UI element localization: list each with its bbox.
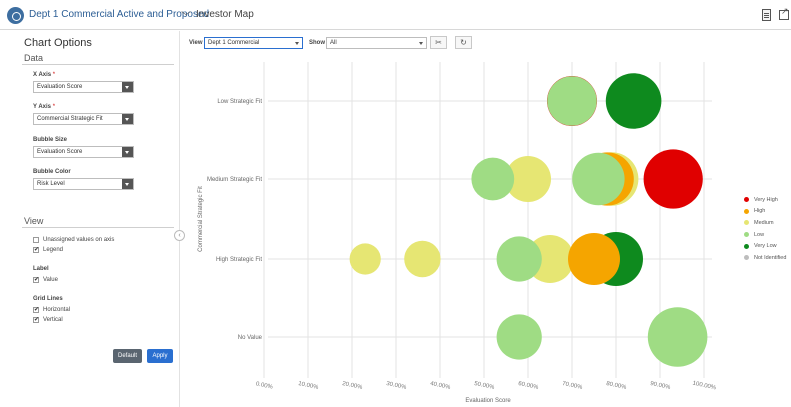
dropdown-arrow-icon[interactable] — [122, 82, 133, 92]
data-bubble[interactable] — [647, 307, 708, 367]
data-bubble[interactable] — [471, 157, 515, 201]
app-icon[interactable] — [7, 7, 24, 24]
x-tick-label: 40.00% — [430, 381, 452, 391]
checkmark-icon[interactable]: ✔ — [33, 277, 40, 283]
view-section-header: View — [24, 216, 44, 226]
data-bubble[interactable] — [349, 243, 381, 275]
x-axis-title: Evaluation Score — [465, 398, 511, 404]
legend-item-very-low[interactable]: Very Low — [744, 240, 786, 252]
default-button[interactable]: Default — [113, 349, 142, 363]
legend-item-high[interactable]: High — [744, 206, 786, 218]
caret-down-icon[interactable] — [295, 42, 299, 45]
show-select[interactable]: All — [326, 37, 427, 49]
x-tick-label: 0.00% — [255, 381, 274, 391]
grid-lines-heading: Grid Lines — [33, 296, 63, 302]
show-label: Show — [309, 40, 325, 46]
unassigned-values-checkbox[interactable]: Unassigned values on axis — [33, 237, 114, 243]
x-tick-label: 80.00% — [606, 381, 628, 391]
chart-options-panel: Chart Options Data X Axis * Evaluation S… — [0, 31, 180, 407]
checkmark-icon[interactable]: ✔ — [33, 317, 40, 323]
panel-title: Chart Options — [24, 37, 92, 49]
bubble-color-select[interactable]: Risk Level — [33, 178, 134, 190]
data-bubble[interactable] — [605, 73, 662, 129]
y-tick-label: No Value — [238, 335, 263, 341]
document-icon[interactable] — [762, 9, 771, 21]
chart-legend: Very High High Medium Low Very Low Not I… — [744, 194, 786, 264]
dropdown-arrow-icon[interactable] — [122, 179, 133, 189]
top-bar: Dept 1 Commercial Active and Proposed ﹀ … — [0, 0, 791, 30]
x-tick-label: 70.00% — [562, 381, 584, 391]
bubble-size-label: Bubble Size — [33, 137, 68, 143]
horizontal-checkbox[interactable]: ✔ Horizontal — [33, 307, 71, 313]
refresh-icon[interactable]: ↻ — [455, 36, 472, 49]
chevron-down-icon[interactable]: ﹀ — [181, 12, 191, 23]
value-checkbox[interactable]: ✔ Value — [33, 277, 58, 283]
export-icon[interactable] — [779, 6, 789, 20]
data-bubble[interactable] — [496, 314, 542, 360]
breadcrumb-investor-map: Investor Map — [196, 9, 254, 20]
y-axis-label: Y Axis * — [33, 104, 56, 110]
x-axis-label: X Axis * — [33, 72, 56, 78]
bubble-size-select[interactable]: Evaluation Score — [33, 146, 134, 158]
x-tick-label: 10.00% — [298, 381, 320, 391]
legend-item-very-high[interactable]: Very High — [744, 194, 786, 206]
bubble-color-label: Bubble Color — [33, 169, 71, 175]
data-bubble[interactable] — [505, 156, 551, 202]
legend-item-not-identified[interactable]: Not Identified — [744, 252, 786, 264]
chart-bubbles — [349, 73, 708, 367]
data-section-header: Data — [24, 53, 44, 63]
dropdown-arrow-icon[interactable] — [122, 147, 133, 157]
view-select[interactable]: Dept 1 Commercial — [204, 37, 303, 49]
breadcrumb-portfolio[interactable]: Dept 1 Commercial Active and Proposed — [29, 9, 210, 20]
y-tick-label: Medium Strategic Fit — [207, 177, 262, 183]
data-bubble[interactable] — [404, 240, 441, 278]
legend-checkbox[interactable]: ✔ Legend — [33, 247, 64, 253]
y-tick-label: High Strategic Fit — [216, 257, 262, 263]
collapse-panel-icon[interactable]: ‹ — [174, 230, 185, 241]
legend-item-low[interactable]: Low — [744, 229, 786, 241]
x-tick-label: 100.00% — [692, 381, 717, 392]
checkmark-icon[interactable]: ✔ — [33, 247, 40, 253]
x-tick-label: 30.00% — [386, 381, 408, 391]
x-tick-label: 50.00% — [474, 381, 496, 391]
view-label: View — [189, 40, 203, 46]
caret-down-icon[interactable] — [419, 42, 423, 45]
x-tick-labels: 0.00% 10.00% 20.00% 30.00% 40.00% 50.00% 60.00… — [255, 381, 717, 392]
label-group-heading: Label — [33, 266, 49, 272]
data-bubble[interactable] — [643, 149, 703, 209]
y-tick-label: Low Strategic Fit — [217, 99, 262, 105]
y-axis-select[interactable]: Commercial Strategic Fit — [33, 113, 134, 125]
x-tick-label: 90.00% — [650, 381, 672, 391]
vertical-checkbox[interactable]: ✔ Vertical — [33, 317, 63, 323]
dropdown-arrow-icon[interactable] — [122, 114, 133, 124]
data-bubble[interactable] — [572, 152, 625, 206]
legend-item-medium[interactable]: Medium — [744, 217, 786, 229]
checkmark-icon[interactable]: ✔ — [33, 307, 40, 313]
x-axis-select[interactable]: Evaluation Score — [33, 81, 134, 93]
checkbox-icon[interactable] — [33, 237, 39, 243]
x-tick-label: 20.00% — [342, 381, 364, 391]
divider — [22, 64, 174, 65]
y-tick-labels: Low Strategic Fit Medium Strategic Fit Hig… — [207, 99, 263, 341]
y-axis-title: Commercial Strategic Fit — [198, 186, 204, 252]
data-bubble[interactable] — [496, 236, 542, 282]
x-tick-label: 60.00% — [518, 381, 540, 391]
tools-icon[interactable]: ✂ — [430, 36, 447, 49]
data-bubble[interactable] — [568, 233, 620, 285]
data-bubble[interactable] — [547, 76, 597, 126]
divider — [22, 227, 174, 228]
apply-button[interactable]: Apply — [147, 349, 173, 363]
